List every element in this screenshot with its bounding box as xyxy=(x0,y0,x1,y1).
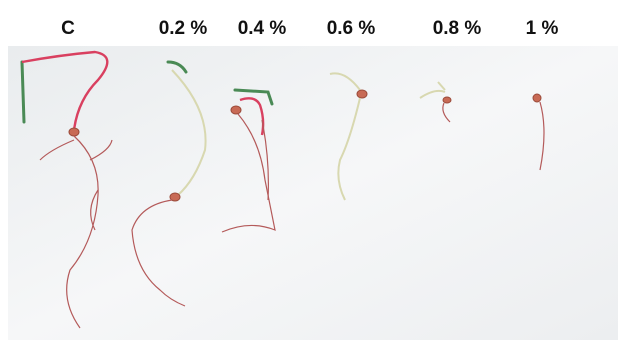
paper xyxy=(8,46,618,340)
label: 0.6 % xyxy=(327,18,376,39)
photo-figure: C 0.2 % 0.4 % 0.6 % 0.8 % 1 % xyxy=(0,0,623,340)
label: 0.4 % xyxy=(238,18,287,39)
label: 1 % xyxy=(526,18,559,39)
label: 0.8 % xyxy=(433,18,482,39)
label: 0.2 % xyxy=(159,18,208,39)
label: C xyxy=(61,18,75,39)
